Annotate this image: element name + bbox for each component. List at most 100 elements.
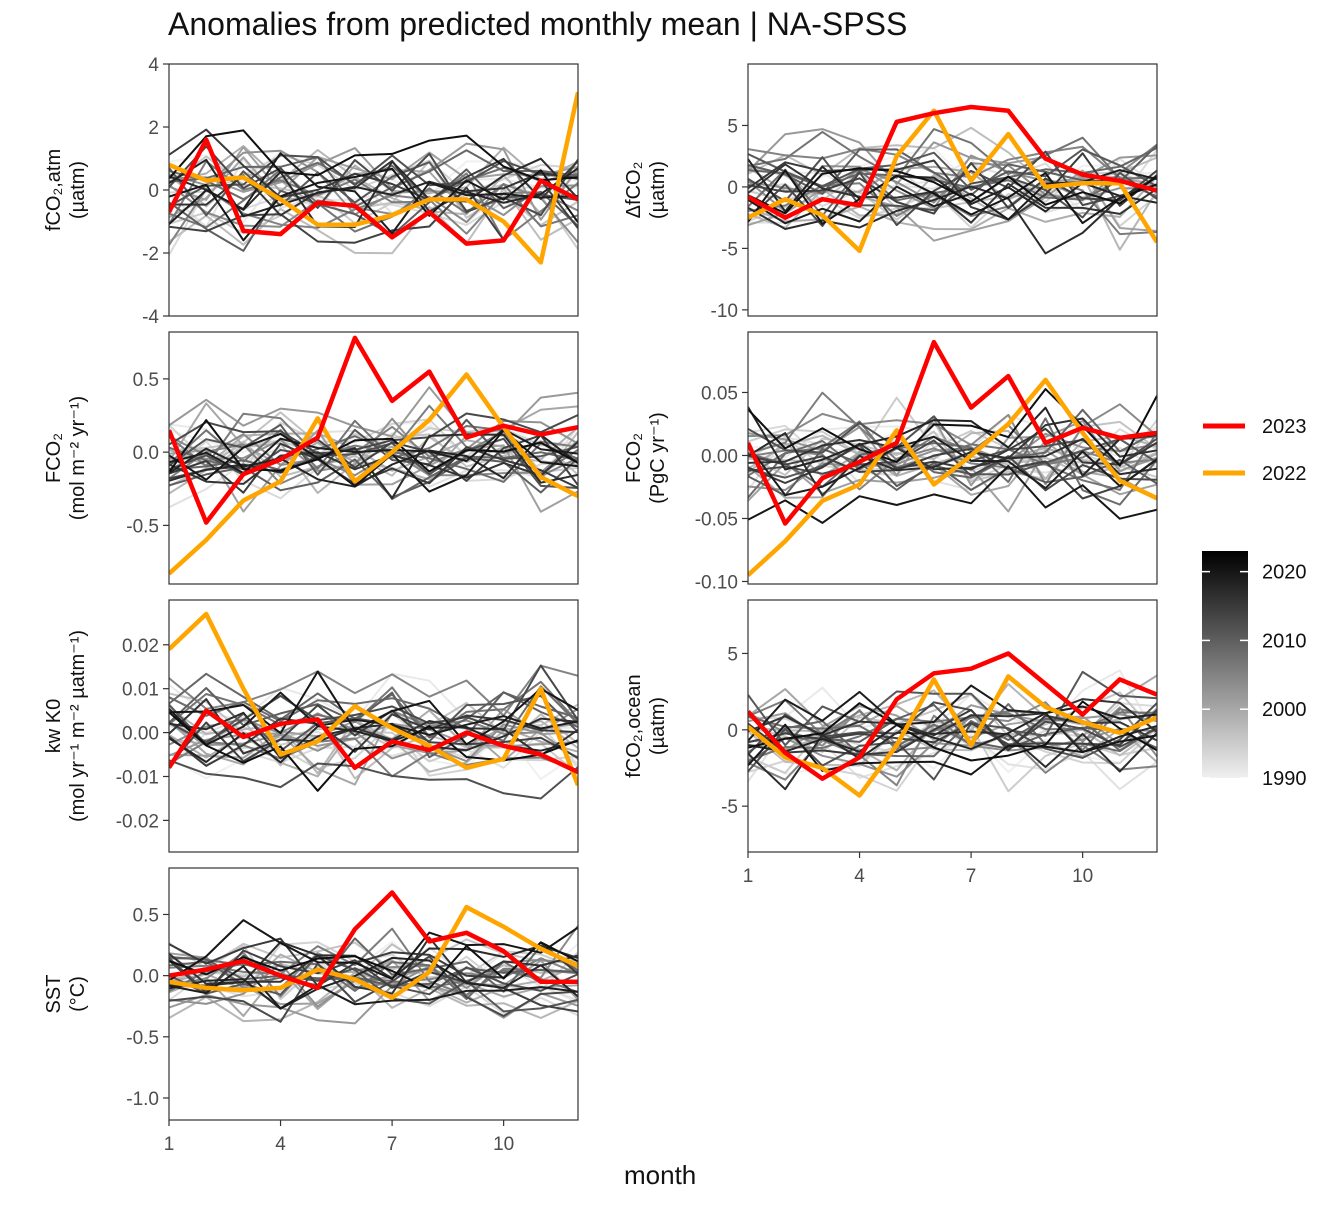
y-tick-label: 2 — [148, 118, 159, 139]
series-line-2022 — [169, 372, 578, 576]
y-tick-label: 0.5 — [133, 370, 159, 391]
year-line-2010 — [169, 168, 578, 252]
y-tick-label: -0.10 — [695, 572, 738, 593]
year-line-2008 — [169, 685, 578, 742]
y-tick-label: 0 — [727, 721, 738, 742]
panel-frame — [168, 867, 579, 1121]
y-tick-label: 0.01 — [122, 680, 159, 701]
panel-dfco2: -10 -5 0 5 ΔfCO₂ (µatm) — [623, 63, 1158, 322]
series-line-2023 — [169, 890, 578, 991]
year-line-2002 — [169, 984, 578, 1025]
year-line-2017 — [169, 433, 578, 500]
year-line-2017 — [169, 711, 578, 759]
y-axis-title: ΔfCO₂ (µatm) — [623, 161, 669, 219]
chart-title: Anomalies from predicted monthly mean | … — [168, 6, 908, 42]
series-line-2023 — [169, 335, 578, 525]
year-line-2016 — [748, 698, 1157, 737]
y-axis-title-line: FCO₂ — [623, 433, 645, 483]
y-axis-title-line: fCO₂,atm — [43, 149, 65, 231]
legend-label-2023: 2023 — [1262, 416, 1307, 438]
year-line-2011 — [748, 670, 1157, 747]
year-line-2019 — [169, 965, 578, 1010]
panel-frame — [168, 599, 579, 853]
panel-kwk0: -0.02 -0.01 0.00 0.01 0.02 kw K0 (mol yr⁻¹ m⁻²… — [43, 599, 579, 853]
year-line-2015 — [748, 152, 1157, 221]
y-axis-title-line: (PgC yr⁻¹) — [647, 412, 669, 504]
background-year-lines — [748, 388, 1157, 524]
year-line-2001 — [748, 705, 1157, 752]
year-line-2011 — [169, 954, 578, 1013]
panel-frame — [168, 331, 579, 585]
y-axis-title-line: (mol m⁻² yr⁻¹) — [67, 396, 89, 520]
year-line-2012 — [748, 156, 1157, 219]
y-tick-label: -1.0 — [126, 1089, 159, 1110]
panel-frame — [747, 331, 1158, 585]
year-line-2019 — [169, 691, 578, 746]
year-line-2008 — [748, 417, 1157, 506]
year-line-2009 — [748, 717, 1157, 758]
year-line-2002 — [169, 142, 578, 221]
x-tick-label: 4 — [854, 866, 865, 887]
series-line-2023 — [748, 104, 1157, 220]
year-line-2015 — [748, 427, 1157, 484]
year-line-2005 — [748, 447, 1157, 491]
series-line-2022 — [748, 377, 1157, 577]
y-tick-label: -0.01 — [116, 767, 159, 788]
y-axis-title-line: SST — [43, 975, 65, 1014]
panel-fco2ocean: -5 0 5 1 4 7 10 fCO₂,ocean (µatm) — [623, 599, 1158, 887]
y-tick-label: -0.02 — [116, 811, 159, 832]
year-line-2000 — [748, 439, 1157, 500]
year-line-2018 — [169, 956, 578, 1010]
y-tick-label: 0.00 — [122, 724, 159, 745]
year-line-2013 — [748, 150, 1157, 227]
year-line-2020 — [169, 670, 578, 746]
y-tick-label: 5 — [727, 644, 738, 665]
series-line-2023 — [748, 651, 1157, 781]
legend-gradient-label: 2010 — [1262, 630, 1307, 652]
y-tick-label: 4 — [148, 55, 159, 76]
x-tick-label: 10 — [1072, 866, 1093, 887]
y-axis-title-line: (µatm) — [647, 697, 669, 755]
background-year-lines — [169, 919, 578, 1025]
year-line-2003 — [748, 727, 1157, 778]
year-line-2007 — [169, 680, 578, 738]
x-tick-label: 7 — [966, 866, 977, 887]
x-tick-label: 10 — [493, 1134, 514, 1155]
legend-gradient-bar — [1202, 551, 1248, 778]
year-line-2018 — [748, 406, 1157, 477]
year-line-2013 — [748, 439, 1157, 492]
year-line-2012 — [169, 154, 578, 207]
background-year-lines — [748, 669, 1157, 793]
panel-fco2atm: -4 -2 0 2 4 fCO₂,atm (µatm) — [43, 55, 579, 328]
panel-fco2pgc: -0.10 -0.05 0.00 0.05 FCO₂ (PgC yr⁻¹) — [623, 331, 1158, 593]
year-line-2016 — [748, 163, 1157, 224]
year-line-2021 — [169, 419, 578, 473]
y-tick-label: 0 — [148, 181, 159, 202]
year-line-2017 — [748, 730, 1157, 791]
y-tick-label: 0.02 — [122, 636, 159, 657]
y-tick-label: 0 — [727, 178, 738, 199]
y-axis-title: kw K0 (mol yr⁻¹ m⁻² µatm⁻¹) — [43, 630, 89, 822]
year-line-2012 — [169, 759, 578, 800]
y-tick-label: 5 — [727, 116, 738, 137]
y-tick-label: -4 — [142, 307, 159, 328]
year-line-2015 — [169, 128, 578, 201]
legend-gradient-label: 2020 — [1262, 562, 1307, 584]
y-axis-title: fCO₂,ocean (µatm) — [623, 674, 669, 777]
panel-frame — [747, 599, 1158, 853]
series-line-2023 — [169, 137, 578, 246]
year-line-2021 — [748, 167, 1157, 215]
y-tick-label: -5 — [721, 239, 738, 260]
y-axis-title: FCO₂ (PgC yr⁻¹) — [623, 412, 669, 504]
y-tick-label: -0.05 — [695, 509, 738, 530]
year-line-2014 — [748, 447, 1157, 500]
series-line-2022 — [748, 674, 1157, 798]
y-tick-label: -2 — [142, 244, 159, 265]
year-line-2009 — [169, 149, 578, 208]
year-line-2021 — [169, 711, 578, 792]
y-axis-title: SST (°C) — [43, 975, 89, 1014]
y-axis-title-line: (°C) — [67, 976, 89, 1012]
y-tick-label: -10 — [711, 301, 738, 322]
y-axis-title-line: kw K0 — [43, 699, 65, 753]
